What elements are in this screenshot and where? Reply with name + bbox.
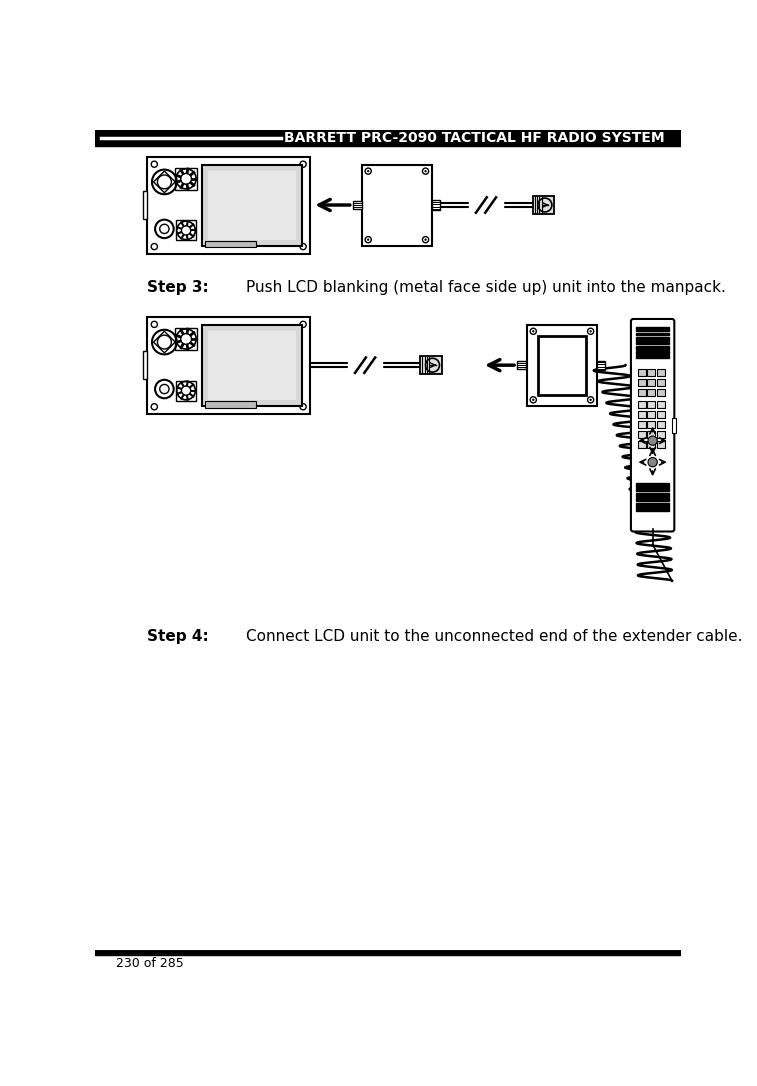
Bar xyxy=(637,483,669,487)
Bar xyxy=(142,191,148,219)
Bar xyxy=(362,165,431,245)
Bar xyxy=(657,389,665,396)
Bar xyxy=(95,130,681,146)
Bar xyxy=(637,332,669,336)
Bar xyxy=(672,417,676,433)
Bar xyxy=(532,195,554,214)
Text: Step 3:: Step 3: xyxy=(148,280,209,295)
Circle shape xyxy=(425,171,427,173)
Circle shape xyxy=(425,239,427,241)
Bar xyxy=(207,172,296,240)
Bar xyxy=(142,351,148,379)
Circle shape xyxy=(367,239,369,241)
Bar xyxy=(637,328,669,331)
Bar xyxy=(637,355,669,358)
Bar xyxy=(207,331,296,400)
Bar xyxy=(637,351,669,354)
Bar xyxy=(647,441,655,449)
Bar xyxy=(647,379,655,386)
Bar xyxy=(638,389,646,396)
Bar xyxy=(637,508,669,510)
Bar xyxy=(647,421,655,428)
Bar xyxy=(638,402,646,408)
Bar xyxy=(657,402,665,408)
Bar xyxy=(527,325,597,406)
Bar xyxy=(638,431,646,439)
Bar xyxy=(637,342,669,344)
Bar xyxy=(638,412,646,418)
Bar xyxy=(637,346,669,350)
FancyBboxPatch shape xyxy=(631,319,674,531)
Circle shape xyxy=(532,399,534,401)
Bar xyxy=(657,421,665,428)
Bar xyxy=(201,165,302,245)
Bar xyxy=(637,503,669,507)
Bar xyxy=(638,369,646,376)
Bar xyxy=(517,362,526,369)
Bar xyxy=(201,325,302,406)
Bar xyxy=(638,441,646,449)
Circle shape xyxy=(532,330,534,332)
Bar xyxy=(353,201,362,209)
Bar xyxy=(657,431,665,439)
Bar xyxy=(148,157,310,253)
Text: Connect LCD unit to the unconnected end of the extender cable.: Connect LCD unit to the unconnected end … xyxy=(246,629,743,644)
Bar xyxy=(637,498,669,502)
Text: Push LCD blanking (metal face side up) unit into the manpack.: Push LCD blanking (metal face side up) u… xyxy=(246,280,726,295)
Circle shape xyxy=(648,435,657,445)
Bar xyxy=(420,356,442,375)
Bar xyxy=(638,421,646,428)
Bar xyxy=(538,336,586,395)
Bar xyxy=(647,389,655,396)
Text: Step 4:: Step 4: xyxy=(148,629,209,644)
Bar xyxy=(657,379,665,386)
Bar xyxy=(205,402,256,407)
Bar xyxy=(638,379,646,386)
Text: 230 of 285: 230 of 285 xyxy=(117,957,184,970)
Bar xyxy=(657,412,665,418)
Bar xyxy=(431,201,440,210)
Circle shape xyxy=(648,457,657,467)
Bar xyxy=(205,241,256,248)
Bar xyxy=(647,431,655,439)
Bar xyxy=(637,493,669,496)
Text: BARRETT PRC-2090 TACTICAL HF RADIO SYSTEM: BARRETT PRC-2090 TACTICAL HF RADIO SYSTE… xyxy=(284,131,665,146)
Circle shape xyxy=(590,399,592,401)
Bar xyxy=(176,380,196,401)
Circle shape xyxy=(367,171,369,173)
Bar xyxy=(657,441,665,449)
Bar xyxy=(175,168,197,190)
Bar xyxy=(647,402,655,408)
Bar xyxy=(597,361,605,370)
Bar xyxy=(637,489,669,492)
Bar xyxy=(657,369,665,376)
Circle shape xyxy=(590,330,592,332)
Bar xyxy=(148,317,310,414)
Bar xyxy=(647,412,655,418)
Bar xyxy=(176,220,196,240)
Bar xyxy=(647,369,655,376)
Bar xyxy=(175,328,197,350)
Bar xyxy=(637,337,669,341)
